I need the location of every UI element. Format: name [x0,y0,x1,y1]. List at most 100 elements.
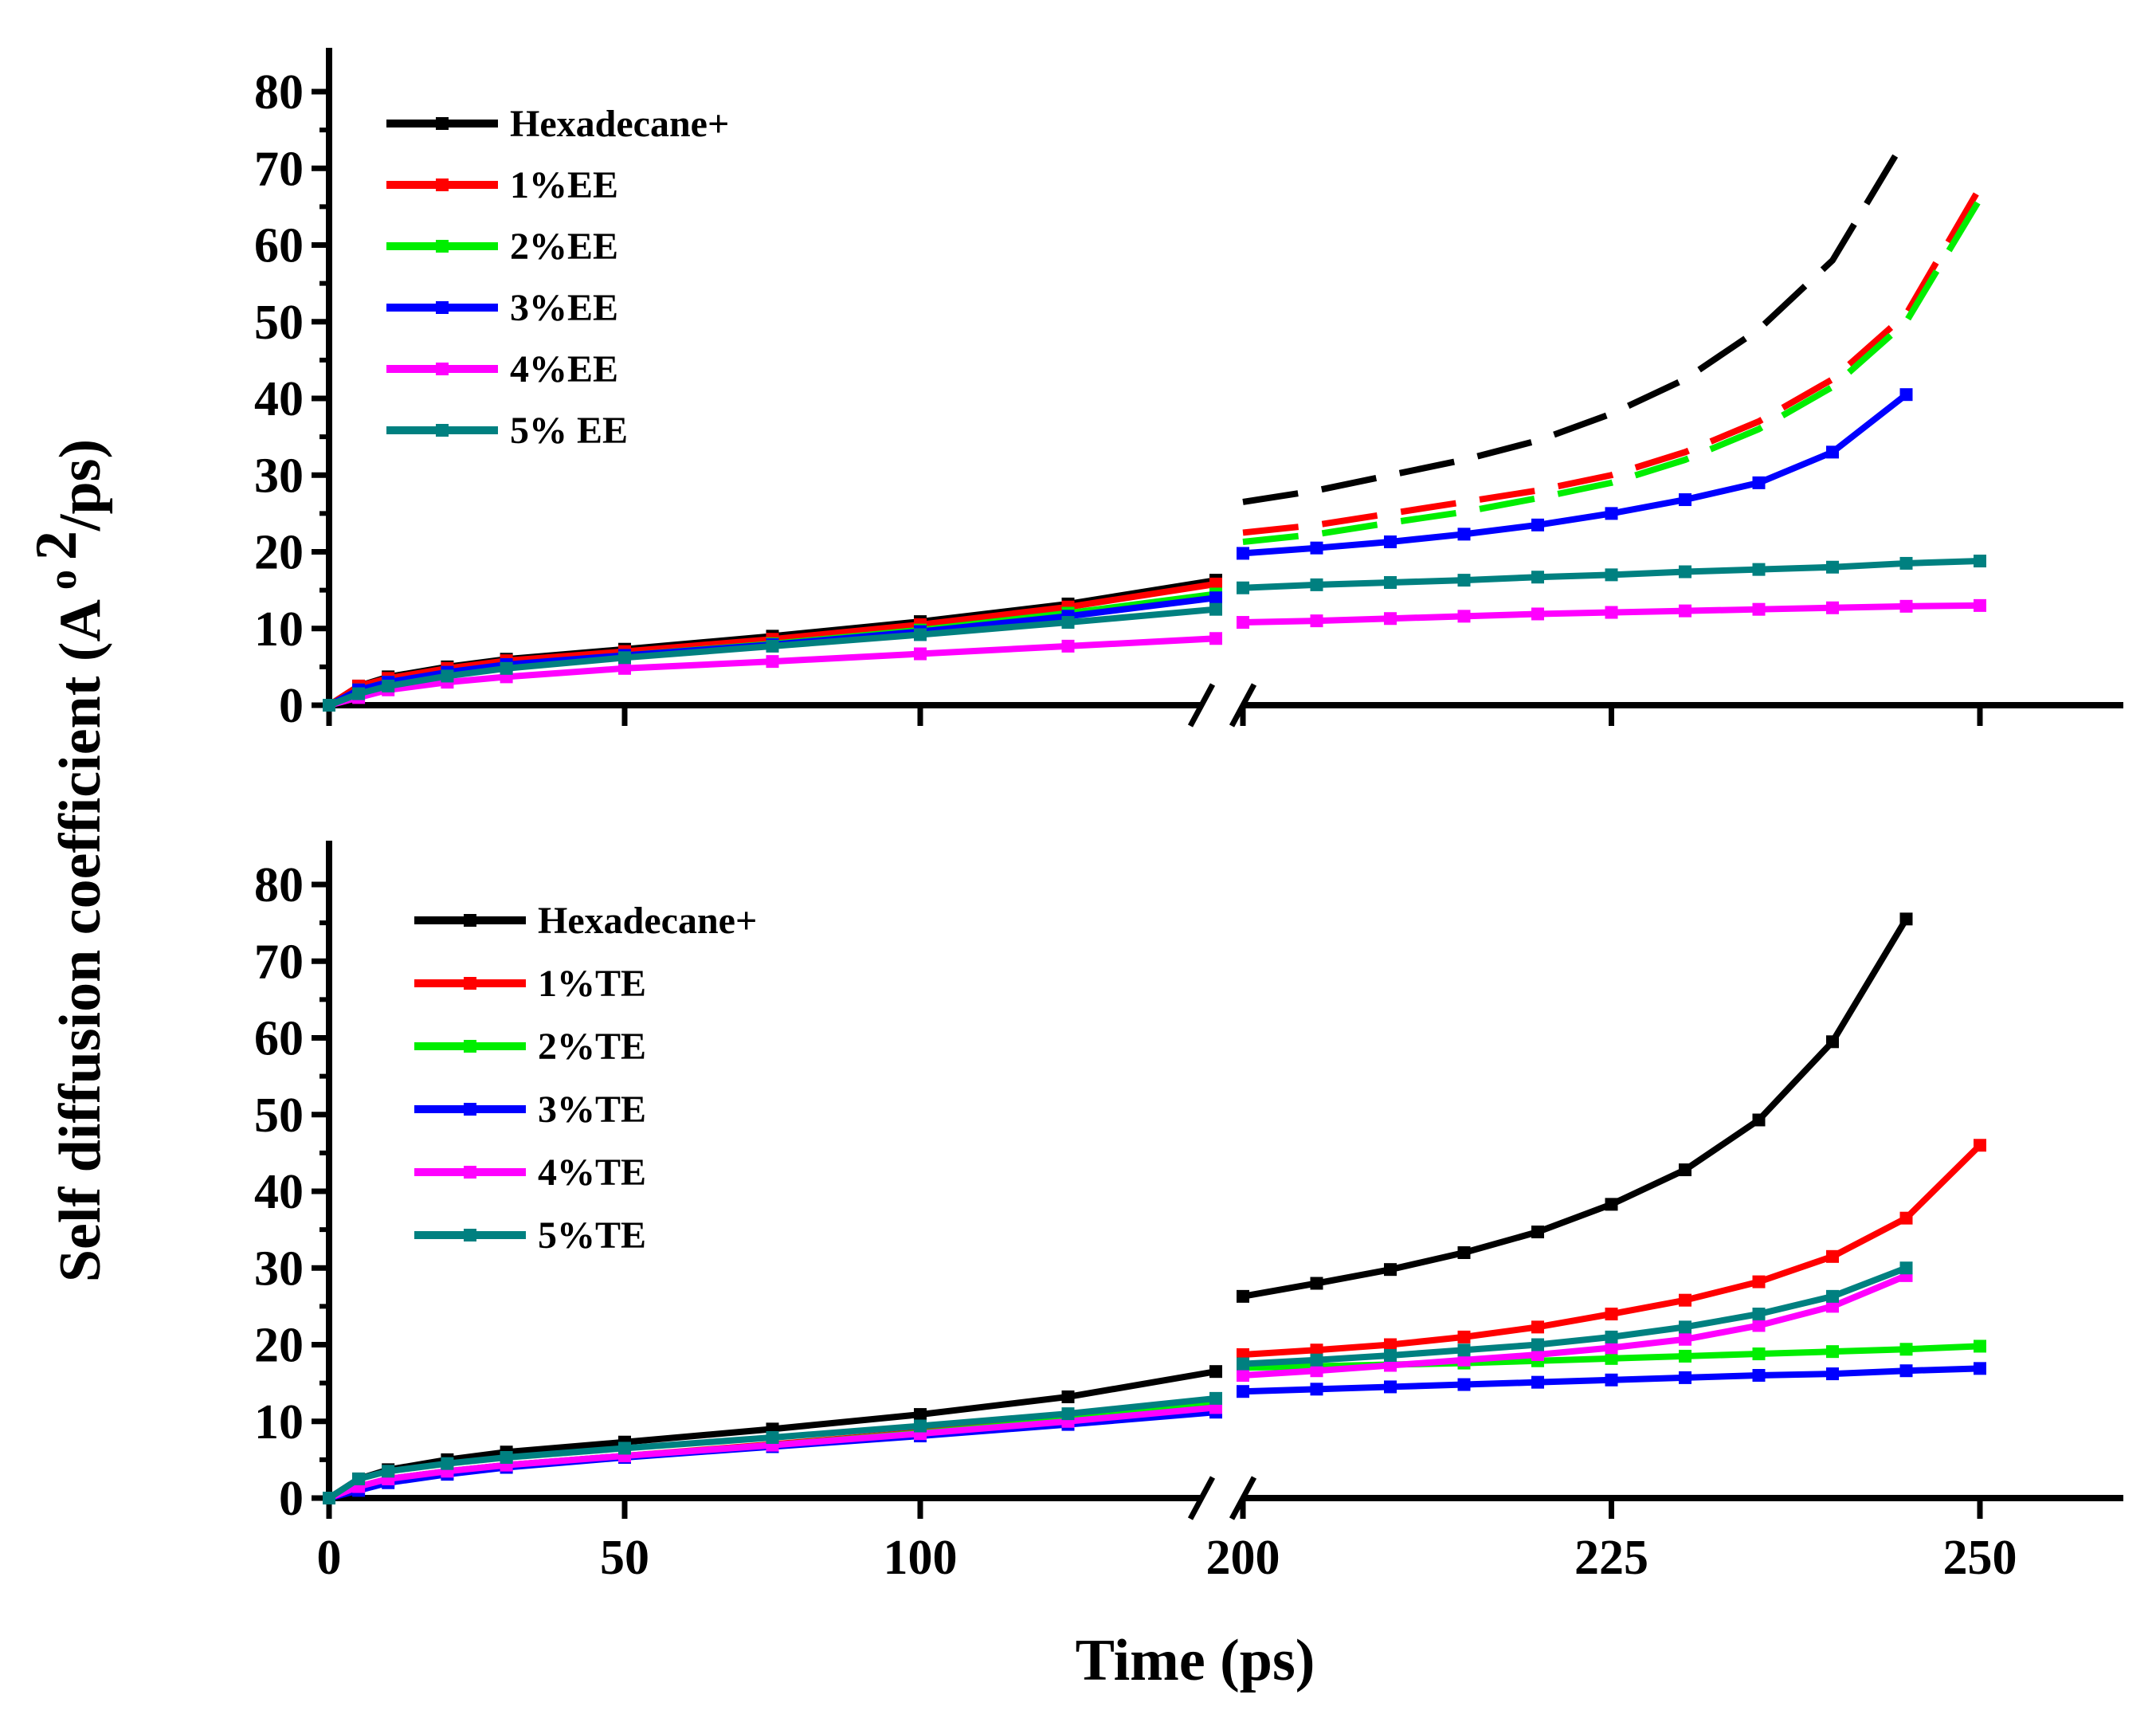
legend-bottom: Hexadecane+ 1%TE 2%TE 3%TE 4%TE 5%TE [414,900,757,1257]
y-tick-label: 80 [254,858,304,912]
series-line-seg2 [1242,392,1908,557]
data-point [1209,591,1222,605]
data-point [1457,1378,1471,1391]
y-tick-label: 40 [254,1165,304,1219]
data-point [1061,639,1075,653]
data-point [1752,1369,1766,1382]
series-line-seg2 [1242,186,1983,536]
series-line-seg2 [1242,1143,1982,1359]
data-point [1457,1353,1471,1367]
x-axis-title: Time (ps) [1076,1628,1315,1693]
data-point [382,679,395,692]
axis-titles: Time (ps) Self diffusion coefficient (A o… [24,439,1315,1693]
y-axis-title-main: Self diffusion coefficient (A [48,599,113,1282]
series-2-ee [323,197,1983,712]
data-point [1752,1275,1766,1288]
series-line-seg2 [1242,1273,1908,1379]
legend-marker [436,301,449,314]
data-point [1310,614,1323,628]
series-4-ee [323,598,1986,712]
data-point [1826,1300,1839,1313]
data-point [500,1450,513,1464]
y-tick-label: 50 [254,1088,304,1143]
data-point [1899,599,1913,613]
data-point [1899,556,1913,570]
data-point [1974,1362,1986,1375]
data-point [1531,607,1544,621]
data-point [1974,1139,1986,1152]
data-point [1061,1407,1075,1421]
data-point [323,699,335,712]
data-point [1605,1308,1618,1320]
y-tick-label: 40 [254,372,304,426]
data-point [1826,445,1839,459]
data-point [1310,1364,1323,1378]
legend-label: 4%TE [538,1151,646,1194]
data-point [1531,1348,1544,1362]
data-point [1752,1319,1766,1332]
data-point [1457,1330,1471,1343]
y-tick-label: 70 [254,935,304,989]
data-point [1826,1035,1839,1049]
data-point [1605,1351,1618,1365]
y-axis-title-sup-2: 2 [24,531,89,560]
y-tick-label: 60 [254,1012,304,1066]
panels-layer: 0 10 20 30 40 50 60 70 80 Hexadecane+ 1%EE 2%EE 3%EE… [254,48,2123,1585]
data-point [1384,1380,1397,1394]
data-point [1679,1163,1691,1177]
legend-top: Hexadecane+ 1%EE 2%EE 3%EE 4%EE 5% EE [386,103,729,452]
x-axis-break-mark [1187,683,1216,728]
data-point [1752,563,1766,576]
data-point [1531,1226,1544,1239]
data-point [323,1492,335,1504]
data-point [1752,602,1766,616]
x-tick-label: 50 [600,1531,649,1585]
panel-bottom: 0 10 20 30 40 50 60 70 80 0 50 100 200 225 250 Hexadeca… [254,841,2123,1585]
y-tick-label: 30 [254,1241,304,1296]
data-point [1237,581,1249,594]
data-point [1384,612,1397,626]
data-point [1384,1263,1397,1277]
legend-label: 3%EE [510,287,618,329]
data-point [1899,912,1913,926]
legend-label: 2%TE [538,1026,646,1068]
legend-marker [436,240,449,253]
data-point [1752,476,1766,489]
series-line-seg1 [327,606,1217,708]
legend-marker [436,178,449,191]
data-point [1237,616,1249,630]
data-point [1457,528,1471,541]
series-line-seg2 [1242,1265,1907,1367]
data-point [1384,1348,1397,1362]
data-point [1826,1367,1839,1381]
series-line-seg1 [327,1404,1217,1501]
data-point [1237,1289,1249,1303]
data-point [1679,1371,1691,1384]
legend-label: 1%EE [510,164,618,206]
data-point [1679,1293,1691,1307]
data-point [1457,610,1471,623]
data-point [1605,1341,1618,1355]
legend-marker [436,117,449,130]
legend-label: 4%EE [510,348,618,390]
y-tick-label: 60 [254,219,304,273]
data-point [1899,1364,1913,1378]
x-tick-label: 250 [1943,1531,2017,1585]
legend-marker [436,424,449,437]
data-point [1384,1338,1397,1351]
data-point [1061,616,1075,630]
data-point [1752,1113,1766,1127]
x-tick-label: 100 [884,1531,958,1585]
data-point [1237,1369,1249,1382]
y-tick-label: 10 [254,602,304,657]
y-tick-label: 50 [254,296,304,350]
data-point [1679,1332,1691,1346]
data-point [766,1430,779,1444]
data-point [1457,574,1471,587]
series-line-seg1 [327,580,1217,708]
y-tick-label: 0 [279,1472,304,1526]
legend-label: 1%TE [538,963,646,1005]
data-point [1531,1338,1544,1351]
data-point [914,647,927,661]
legend-marker [436,363,449,375]
